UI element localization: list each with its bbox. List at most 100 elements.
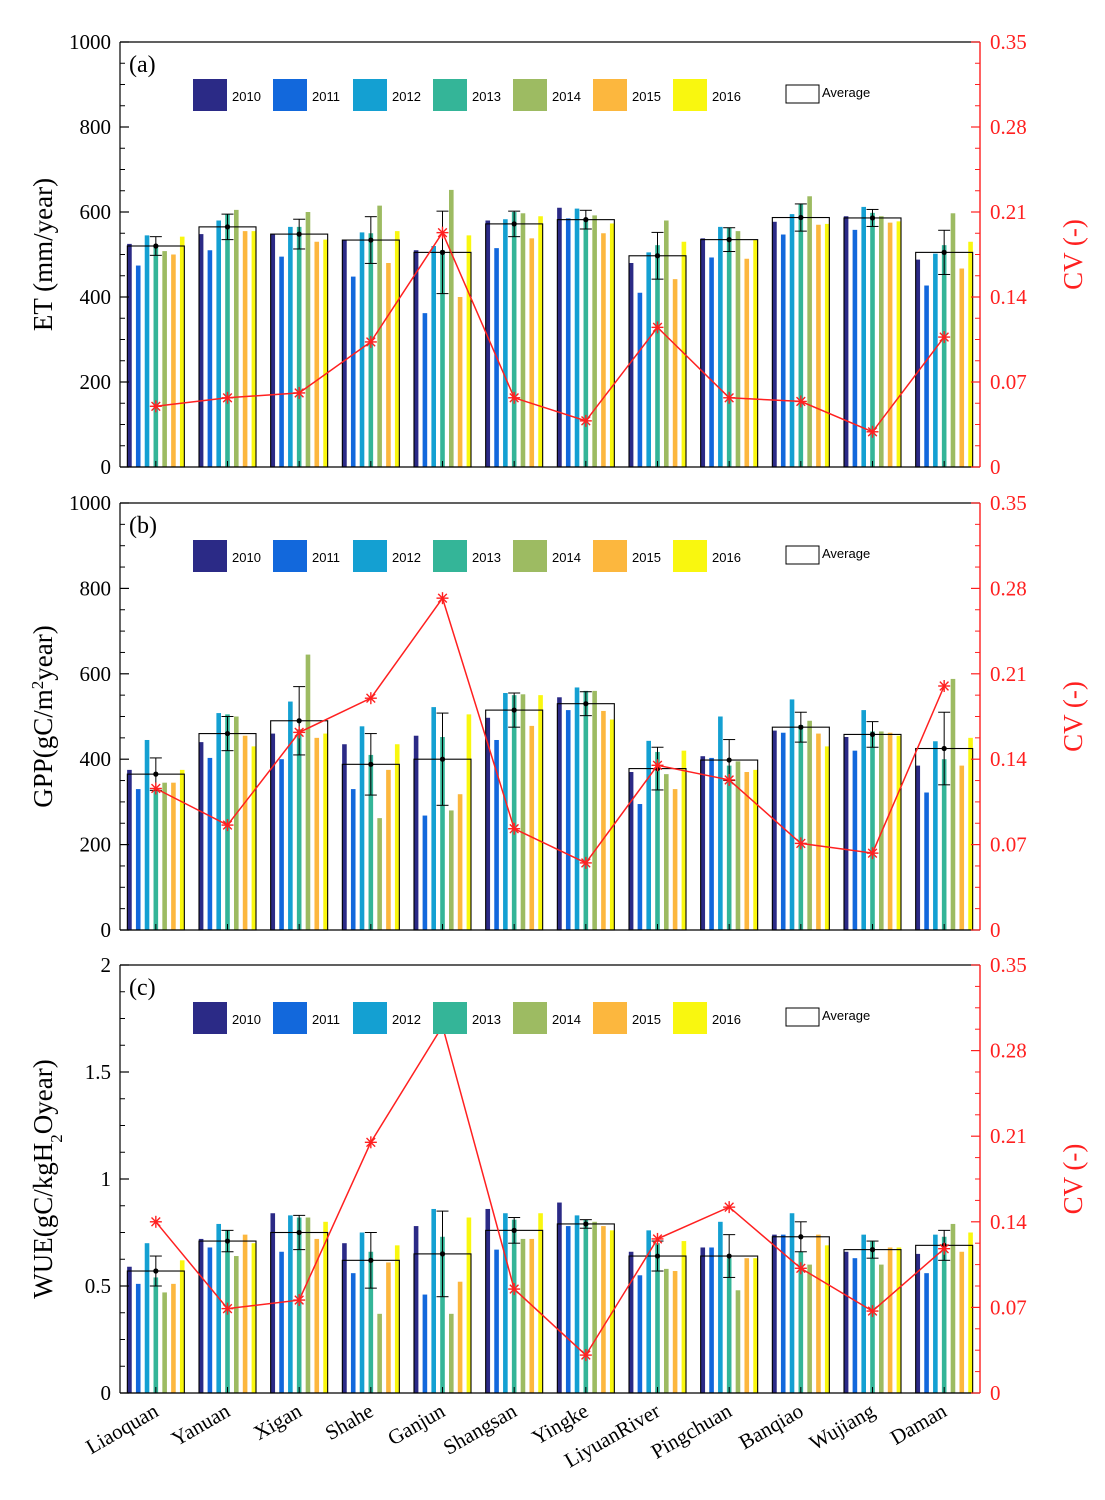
bar-2016-banqiao	[824, 223, 830, 467]
bar-2015-daman	[959, 765, 965, 930]
bar-2010-liaoquan	[127, 243, 132, 468]
average-marker	[798, 214, 804, 221]
series-2012	[144, 1208, 938, 1393]
bar-2012-ganjun	[431, 246, 436, 467]
bar-2016-daman	[968, 1232, 973, 1393]
y-tick-label: 800	[80, 115, 112, 139]
average-marker	[439, 1251, 446, 1257]
cv-marker-stroke	[294, 1295, 304, 1305]
bar-2010-xigan	[270, 733, 276, 930]
cv-marker-yingke	[579, 856, 592, 869]
bar-2011-liaoquan	[135, 1283, 141, 1393]
bar-2015-liyuanriver	[672, 279, 678, 467]
bar-2010-daman	[915, 259, 921, 467]
error-bar-shangsan	[508, 692, 521, 728]
average-marker	[654, 253, 661, 259]
y-tick-label: 0	[101, 455, 112, 479]
x-tick-label-liaoquan: Liaoquan	[82, 1398, 163, 1459]
average-marker	[224, 730, 231, 737]
y-tick-label: 400	[80, 747, 112, 771]
cv-marker-stroke	[437, 593, 448, 603]
error-bar-liyuanriver	[651, 1240, 664, 1272]
bar-2010-yanuan	[198, 1238, 204, 1393]
bar-2012-liyuanriver	[646, 740, 651, 930]
bar-2013-daman	[941, 1236, 947, 1393]
bar-2016-wujiang	[896, 1247, 902, 1393]
bar-2015-xigan	[314, 737, 320, 930]
cv-marker-xigan	[293, 726, 306, 739]
bar-2011-yanuan	[207, 250, 213, 467]
error-bar-ganjun	[436, 210, 449, 295]
legend-label-average: Average	[822, 546, 870, 561]
bar-2012-shangsan	[503, 1213, 508, 1393]
bar-2010-wujiang	[843, 737, 849, 930]
x-tick-label-shangsan: Shangsan	[439, 1398, 521, 1459]
y2-tick-label: 0.14	[990, 285, 1027, 309]
bar-2011-liyuanriver	[637, 292, 643, 467]
left-y-ticks: 0 200 400 600 800 1000	[69, 491, 129, 942]
bar-2012-banqiao	[789, 699, 795, 930]
bar-2015-wujiang	[887, 1247, 893, 1393]
cv-marker-pingchuan	[723, 1201, 736, 1214]
bar-2016-liaoquan	[179, 236, 185, 467]
bar-2014-xigan	[305, 212, 311, 467]
bar-2014-yanuan	[234, 716, 239, 930]
legend-swatch-2012	[353, 540, 387, 572]
bar-2010-liyuanriver	[628, 1251, 634, 1393]
bar-2011-wujiang	[852, 750, 858, 930]
series-2011	[135, 710, 929, 930]
bar-2014-yingke	[592, 690, 597, 930]
legend-label-2012: 2012	[392, 550, 421, 565]
bar-2012-shahe	[359, 726, 365, 930]
cv-marker-yanuan	[221, 1302, 234, 1315]
bar-2012-daman	[933, 1234, 938, 1393]
bar-2015-daman	[959, 268, 965, 467]
average-marker	[439, 249, 446, 255]
cv-marker-stroke	[509, 392, 519, 403]
bar-2010-pingchuan	[700, 1247, 706, 1393]
cv-marker-stroke	[581, 858, 591, 868]
bar-2014-yanuan	[234, 1256, 239, 1393]
bar-2013-yanuan	[225, 214, 230, 468]
cv-marker-stroke	[939, 681, 949, 691]
bar-2014-shangsan	[520, 213, 526, 467]
legend: 2010 2011 2012 2013 2014 2015 2016 Average	[193, 1002, 870, 1034]
cv-marker-xigan	[293, 386, 306, 399]
bar-2011-daman	[924, 792, 929, 930]
bar-2016-yanuan	[251, 746, 257, 930]
average-marker	[726, 237, 732, 243]
average-marker	[224, 1238, 231, 1244]
bar-2011-liyuanriver	[637, 1275, 643, 1393]
bar-2013-ganjun	[440, 250, 445, 467]
bar-2016-xigan	[323, 1221, 328, 1393]
bar-2011-yingke	[565, 218, 571, 467]
x-tick-label-daman: Daman	[886, 1398, 951, 1449]
y2-tick-label: 0.35	[990, 30, 1027, 54]
series-2013	[153, 203, 947, 468]
bar-2014-shahe	[377, 818, 382, 930]
y2-tick-label: 0.14	[990, 1210, 1027, 1234]
bar-2010-yanuan	[198, 742, 204, 930]
bar-2012-liaoquan	[144, 739, 150, 930]
bar-2013-liaoquan	[153, 789, 159, 930]
bar-2014-xigan	[305, 1217, 311, 1393]
y-axis-title-main: ET (mm/year)	[28, 178, 58, 331]
series-2015	[171, 710, 965, 931]
legend-label-2014: 2014	[552, 550, 581, 565]
bar-2014-pingchuan	[735, 761, 741, 930]
bar-2015-shahe	[386, 769, 391, 931]
y2-tick-label: 0.21	[990, 1124, 1027, 1148]
average-marker	[583, 217, 589, 223]
cv-line	[155, 596, 945, 864]
bar-2015-yingke	[601, 710, 606, 930]
bar-2013-pingchuan	[726, 1258, 732, 1393]
error-bar-shangsan	[508, 210, 521, 238]
y2-tick-label: 0.35	[990, 491, 1027, 515]
bar-2012-liyuanriver	[646, 252, 651, 468]
bar-2010-shahe	[342, 1243, 347, 1393]
y2-tick-label: 0.07	[990, 370, 1027, 394]
cv-marker-daman	[938, 1242, 951, 1255]
cv-marker-banqiao	[794, 837, 807, 850]
error-bar-pingchuan	[723, 1234, 736, 1278]
legend-swatch-2011	[273, 1002, 307, 1034]
